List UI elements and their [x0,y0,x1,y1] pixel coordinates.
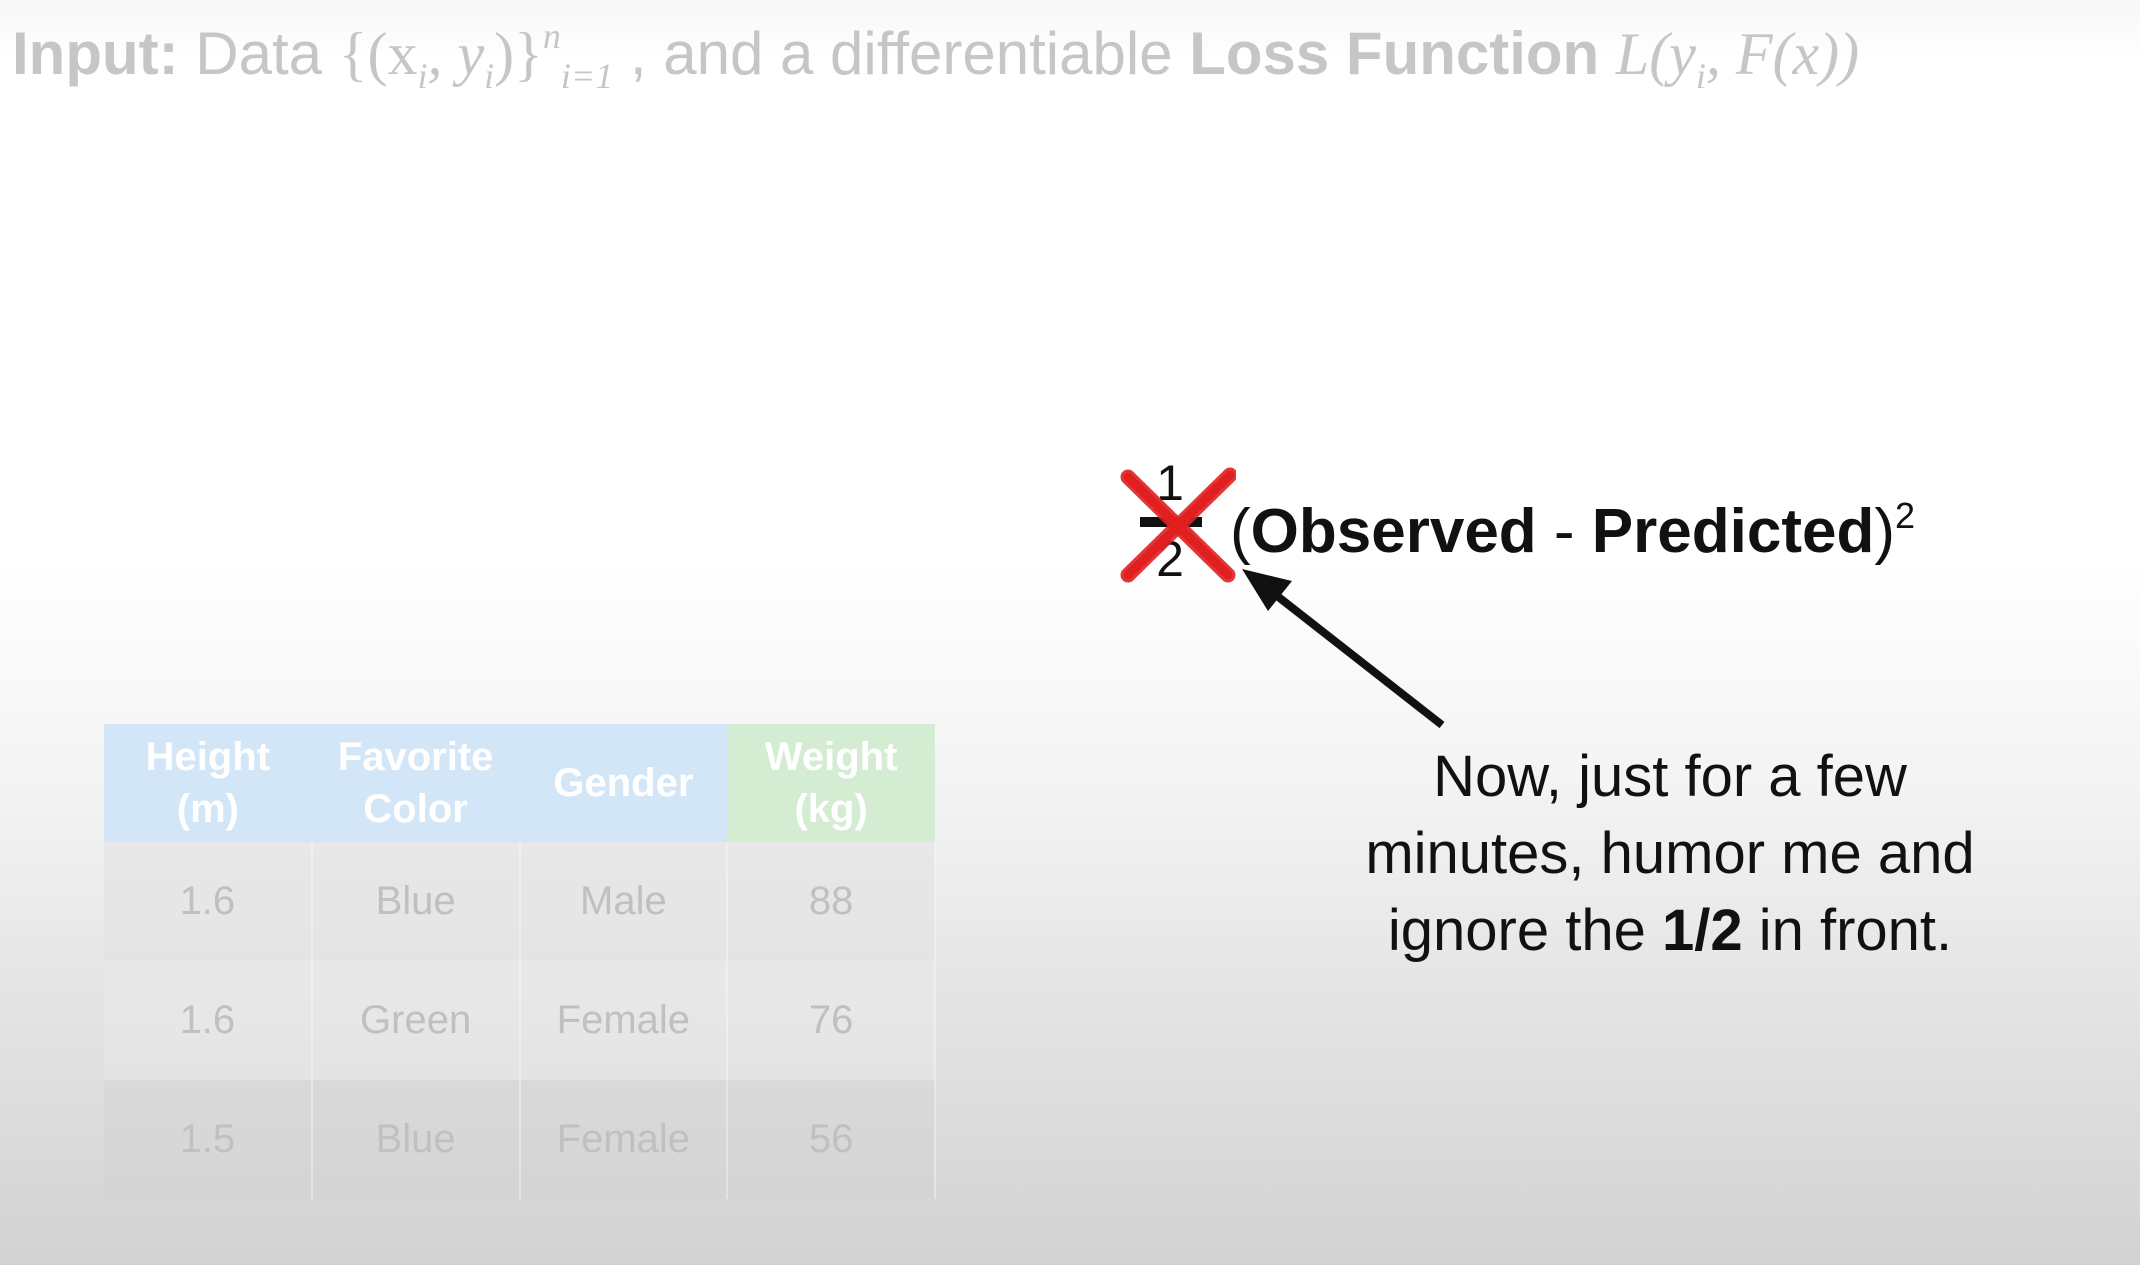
cell-gender: Male [519,842,729,961]
note-line-2: minutes, humor me and [1365,821,1975,886]
data-set-notation: {(xi, yi)}ni=1 [338,16,614,96]
observed-term: Observed [1250,497,1537,566]
slide-header: Input: Data {(xi, yi)}ni=1 , and a diffe… [12,0,2132,96]
data-table: Height (m) Favorite Color Gender Weight (kg… [104,724,936,1199]
column-header-gender: Gender [519,724,728,842]
cell-favorite-color: Blue [311,842,521,961]
note-emphasis: 1/2 [1661,898,1743,963]
squared-residual-formula: 1 2 (Observed - Predicted)2 [1120,455,1950,595]
cell-gender: Female [519,961,729,1080]
cell-weight: 56 [727,1080,936,1199]
table-header-row: Height (m) Favorite Color Gender Weight (kg… [104,724,935,842]
cell-height: 1.6 [104,842,313,961]
pointer-arrow-icon [1242,569,1445,729]
predicted-term: Predicted [1591,497,1875,566]
note-line-1: Now, just for a few [1433,744,1907,809]
explanation-note: Now, just for a few minutes, humor me an… [1270,738,2070,969]
table-row: 1.6 Green Female 76 [104,961,936,1080]
cell-gender: Female [519,1080,729,1199]
loss-function-notation: L(yi, F(x)) [1615,21,1860,96]
formula-expression: (Observed - Predicted)2 [1230,495,1916,566]
cell-weight: 76 [727,961,936,1080]
column-header-favorite-color: Favorite Color [311,724,520,842]
cell-favorite-color: Blue [311,1080,521,1199]
column-header-height: Height (m) [104,724,312,842]
cell-weight: 88 [727,842,936,961]
table-row: 1.5 Blue Female 56 [104,1080,936,1199]
column-header-weight: Weight (kg) [727,724,935,842]
note-line-3: ignore the 1/2 in front. [1387,898,1953,963]
loss-function-label: Loss Function [1189,20,1600,87]
data-word: Data [195,20,323,87]
cell-height: 1.6 [104,961,313,1080]
cell-height: 1.5 [104,1080,313,1199]
red-cross-out-icon [1120,467,1236,583]
cell-favorite-color: Green [311,961,521,1080]
input-label: Input: [12,20,179,87]
exponent: 2 [1895,495,1916,536]
table-row: 1.6 Blue Male 88 [104,842,936,961]
header-mid-text: , and a differentiable [629,20,1173,87]
